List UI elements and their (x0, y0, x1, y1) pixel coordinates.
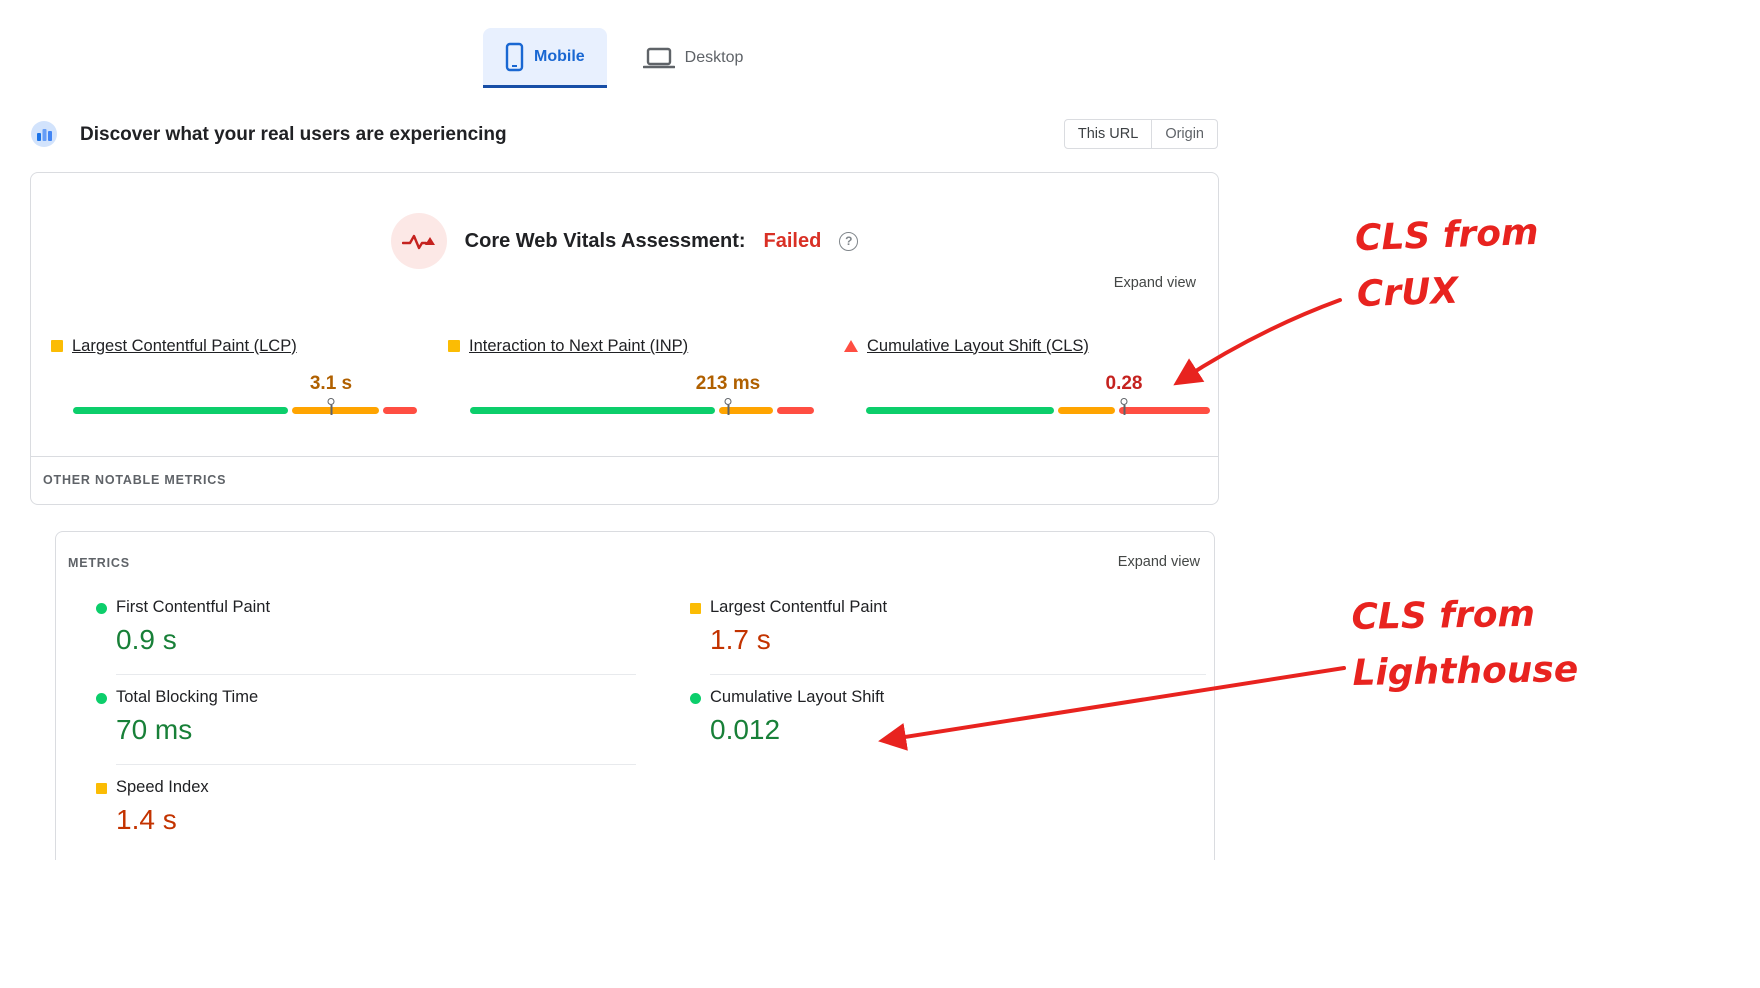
cwv-metric-inp-value: 213 ms (695, 373, 761, 394)
rating-triangle-icon (844, 340, 858, 352)
lab-metric-cls: Cumulative Layout Shift 0.012 (688, 688, 1208, 746)
lab-metric-name: Largest Contentful Paint (710, 598, 888, 616)
field-section-title: Discover what your real users are experi… (80, 124, 507, 145)
bar-good-segment (866, 407, 1055, 414)
lcp-distribution-bar (73, 398, 417, 415)
lighthouse-metrics-card: METRICS Expand view First Contentful Pai… (55, 531, 1215, 860)
lab-metric-name: Speed Index (116, 778, 209, 796)
rating-square-icon (51, 340, 63, 352)
cwv-metric-cls-header: Cumulative Layout Shift (CLS) (844, 335, 1210, 357)
cls-distribution-bar (866, 398, 1210, 415)
tab-desktop[interactable]: Desktop (621, 28, 766, 88)
laptop-icon (642, 46, 675, 70)
cwv-metric-cls-bar-area: 0.28 (866, 371, 1210, 415)
annotation-line: CLS from (1354, 211, 1540, 260)
scope-this-url-button[interactable]: This URL (1065, 120, 1153, 148)
lab-metric-value: 1.4 s (116, 804, 177, 835)
cwv-metric-inp-link[interactable]: Interaction to Next Paint (INP) (469, 336, 689, 355)
expand-view-link[interactable]: Expand view (1117, 554, 1200, 570)
lab-metric-value: 1.7 s (710, 624, 771, 655)
tab-desktop-label: Desktop (684, 49, 744, 66)
scope-toggle: This URL Origin (1063, 119, 1218, 149)
rating-square-icon (96, 783, 107, 794)
strategy-tabs: Mobile Desktop (483, 28, 765, 88)
bar-marker-pin (327, 398, 335, 415)
cwv-metric-lcp-bar-area: 3.1 s (73, 371, 417, 415)
cwv-metric-lcp: Largest Contentful Paint (LCP) 3.1 s (51, 335, 417, 415)
cwv-metric-inp-bar-area: 213 ms (470, 371, 814, 415)
cwv-metric-lcp-link[interactable]: Largest Contentful Paint (LCP) (72, 336, 297, 355)
lab-metric-value: 70 ms (116, 714, 193, 745)
rating-square-icon (448, 340, 460, 352)
pulse-icon (390, 213, 447, 269)
help-icon[interactable]: ? (839, 231, 859, 251)
lab-metric-name: Cumulative Layout Shift (710, 688, 885, 706)
real-users-data-icon (30, 120, 58, 148)
cwv-metric-inp: Interaction to Next Paint (INP) 213 ms (448, 335, 814, 415)
bar-poor-segment (1119, 407, 1210, 414)
cwv-assessment-header: Core Web Vitals Assessment: Failed ? (31, 213, 1218, 269)
metrics-section-label: METRICS (68, 556, 130, 570)
row-divider (116, 674, 636, 675)
rating-square-icon (690, 603, 701, 614)
bar-marker-pin (1120, 398, 1128, 415)
cwv-metric-lcp-header: Largest Contentful Paint (LCP) (51, 335, 417, 357)
scope-origin-button[interactable]: Origin (1165, 126, 1204, 142)
row-divider (116, 764, 636, 765)
smartphone-icon (505, 42, 524, 72)
other-notable-metrics-label: OTHER NOTABLE METRICS (43, 473, 227, 487)
row-divider (710, 674, 1206, 675)
cwv-metric-cls-value: 0.28 (1105, 373, 1143, 394)
annotation-line: CrUX (1356, 270, 1459, 315)
annotation-cls-from-lighthouse: CLS from Lighthouse (1351, 586, 1579, 702)
cwv-metric-cls: Cumulative Layout Shift (CLS) 0.28 (844, 335, 1210, 415)
lab-metric-value: 0.012 (710, 714, 781, 745)
bar-needs-improvement-segment (292, 407, 380, 414)
lab-metric-fcp: First Contentful Paint 0.9 s (94, 598, 634, 656)
rating-circle-icon (96, 693, 107, 704)
annotation-line: CLS from (1351, 593, 1536, 638)
tab-mobile[interactable]: Mobile (483, 28, 607, 88)
cwv-metric-lcp-value: 3.1 s (309, 373, 353, 394)
bar-marker-pin (724, 398, 732, 415)
cwv-metric-cls-link[interactable]: Cumulative Layout Shift (CLS) (867, 336, 1089, 355)
core-web-vitals-card: Core Web Vitals Assessment: Failed ? Exp… (30, 172, 1219, 505)
lab-metric-value: 0.9 s (116, 624, 177, 655)
cwv-metric-inp-header: Interaction to Next Paint (INP) (448, 335, 814, 357)
rating-circle-icon (96, 603, 107, 614)
bar-needs-improvement-segment (1058, 407, 1116, 414)
bar-poor-segment (777, 407, 814, 414)
expand-view-link[interactable]: Expand view (1113, 275, 1196, 291)
rating-circle-icon (690, 693, 701, 704)
lab-metric-tbt: Total Blocking Time 70 ms (94, 688, 634, 746)
lab-metric-lcp: Largest Contentful Paint 1.7 s (688, 598, 1208, 656)
annotation-line: Lighthouse (1352, 648, 1579, 694)
lab-metric-speed-index: Speed Index 1.4 s (94, 778, 634, 836)
bar-good-segment (470, 407, 716, 414)
cwv-assessment-label: Core Web Vitals Assessment: (464, 229, 746, 252)
bar-needs-improvement-segment (719, 407, 774, 414)
lab-metric-name: Total Blocking Time (116, 688, 259, 706)
inp-distribution-bar (470, 398, 814, 415)
lab-metric-name: First Contentful Paint (116, 598, 271, 616)
bar-poor-segment (383, 407, 417, 414)
bar-good-segment (73, 407, 289, 414)
annotation-cls-from-crux: CLS from CrUX (1354, 205, 1541, 323)
tab-mobile-label: Mobile (534, 47, 585, 65)
cwv-assessment-result: Failed (763, 229, 822, 252)
card-divider (31, 456, 1218, 457)
